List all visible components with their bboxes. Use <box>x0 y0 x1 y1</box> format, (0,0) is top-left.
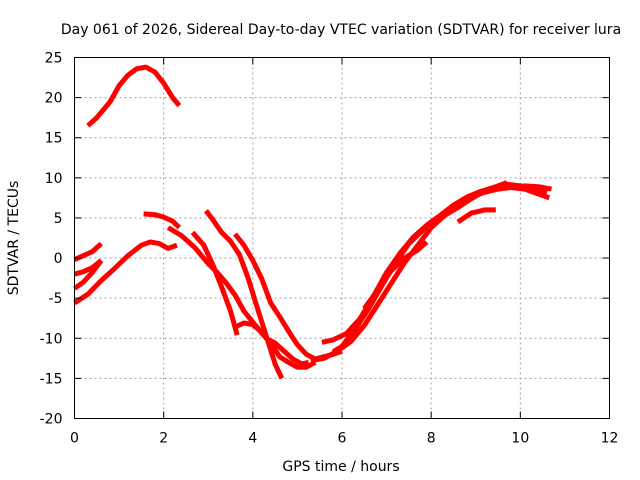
y-tick-label: 20 <box>45 91 63 107</box>
series-line-arc-1 <box>86 64 182 128</box>
chart-title: Day 061 of 2026, Sidereal Day-to-day VTE… <box>61 22 621 38</box>
series-line-arc-4 <box>73 239 178 306</box>
series-line-arc-16 <box>456 207 496 225</box>
y-tick-label: -20 <box>40 412 63 428</box>
x-tick-label: 2 <box>159 431 168 447</box>
grid-lines <box>74 57 610 419</box>
series-line-arc-9 <box>204 209 285 380</box>
x-tick-label: 4 <box>248 431 257 447</box>
y-tick-label: -15 <box>40 371 63 387</box>
x-tick-label: 10 <box>511 431 529 447</box>
x-tick-label: 0 <box>70 431 79 447</box>
y-tick-label: 10 <box>45 171 63 187</box>
y-tick-label: 15 <box>45 131 63 147</box>
data-series <box>73 64 552 380</box>
y-tick-label: -10 <box>40 331 63 347</box>
series-line-arc-6 <box>143 211 182 230</box>
y-tick-label: 0 <box>54 251 63 267</box>
series-line-arc-5 <box>73 259 104 291</box>
x-tick-label: 6 <box>338 431 347 447</box>
y-tick-label: -5 <box>49 291 63 307</box>
y-axis-label: SDTVAR / TECUs <box>6 181 22 296</box>
x-axis-label: GPS time / hours <box>282 459 399 475</box>
series-line-arc-15 <box>362 240 429 311</box>
y-tick-label: 5 <box>54 211 63 227</box>
y-tick-label: 25 <box>45 51 63 67</box>
tick-labels: 0 2 4 6 8 10 12 -20 -15 -10 -5 0 5 10 15 20 25 <box>40 51 619 447</box>
x-tick-label: 8 <box>427 431 436 447</box>
x-tick-label: 12 <box>601 431 619 447</box>
series-line-arc-17 <box>511 183 552 192</box>
series-line-arc-10 <box>166 225 317 370</box>
axis-ticks <box>74 57 610 419</box>
series-line-arc-13 <box>321 181 548 345</box>
